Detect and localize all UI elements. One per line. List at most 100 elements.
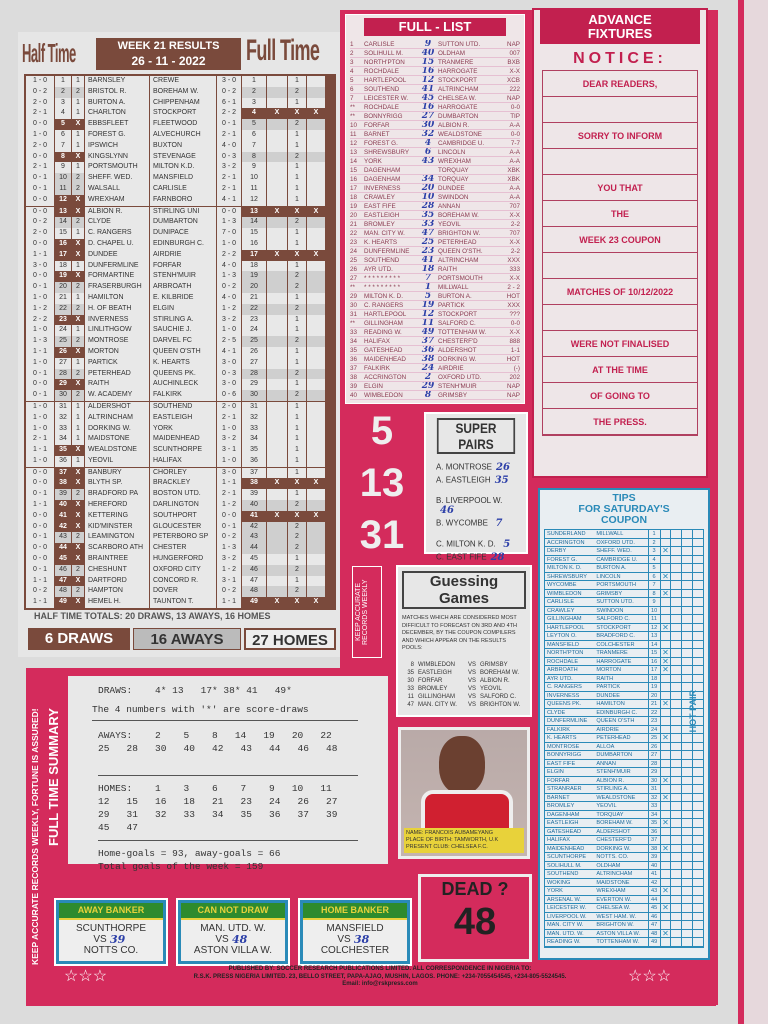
- empty-cell[interactable]: [659, 632, 671, 640]
- empty-cell[interactable]: [681, 878, 692, 886]
- empty-cell[interactable]: [670, 742, 681, 750]
- empty-cell[interactable]: [670, 759, 681, 767]
- empty-cell[interactable]: [670, 708, 681, 716]
- x-mark-icon[interactable]: [692, 547, 703, 555]
- empty-cell[interactable]: [692, 895, 703, 903]
- empty-cell[interactable]: [670, 538, 681, 546]
- empty-cell[interactable]: [681, 598, 692, 606]
- empty-cell[interactable]: [692, 836, 703, 844]
- x-mark-icon[interactable]: [670, 904, 681, 912]
- x-mark-icon[interactable]: [692, 649, 703, 657]
- x-mark-icon[interactable]: [670, 623, 681, 631]
- empty-cell[interactable]: [670, 564, 681, 572]
- empty-cell[interactable]: [659, 759, 671, 767]
- x-mark-icon[interactable]: [692, 666, 703, 674]
- empty-cell[interactable]: [681, 785, 692, 793]
- empty-cell[interactable]: [692, 878, 703, 886]
- empty-cell[interactable]: [681, 674, 692, 682]
- empty-cell[interactable]: [670, 802, 681, 810]
- x-mark-icon[interactable]: [681, 793, 692, 801]
- empty-cell[interactable]: [659, 725, 671, 733]
- empty-cell[interactable]: [659, 802, 671, 810]
- x-mark-icon[interactable]: [681, 657, 692, 665]
- x-mark-icon[interactable]: [681, 572, 692, 580]
- x-mark-icon[interactable]: [670, 589, 681, 597]
- x-mark-icon[interactable]: ✕: [659, 547, 671, 555]
- empty-cell[interactable]: [659, 708, 671, 716]
- empty-cell[interactable]: [692, 581, 703, 589]
- x-mark-icon[interactable]: [670, 700, 681, 708]
- empty-cell[interactable]: [670, 632, 681, 640]
- empty-cell[interactable]: [659, 598, 671, 606]
- empty-cell[interactable]: [692, 691, 703, 699]
- x-mark-icon[interactable]: ✕: [659, 623, 671, 631]
- empty-cell[interactable]: [692, 785, 703, 793]
- empty-cell[interactable]: [681, 768, 692, 776]
- empty-cell[interactable]: [659, 836, 671, 844]
- empty-cell[interactable]: [681, 895, 692, 903]
- x-mark-icon[interactable]: [692, 929, 703, 937]
- empty-cell[interactable]: [692, 674, 703, 682]
- empty-cell[interactable]: [659, 870, 671, 878]
- empty-cell[interactable]: [659, 691, 671, 699]
- x-mark-icon[interactable]: [670, 649, 681, 657]
- empty-cell[interactable]: [692, 564, 703, 572]
- x-mark-icon[interactable]: ✕: [659, 776, 671, 784]
- x-mark-icon[interactable]: [681, 666, 692, 674]
- empty-cell[interactable]: [659, 717, 671, 725]
- empty-cell[interactable]: [670, 725, 681, 733]
- empty-cell[interactable]: [659, 921, 671, 929]
- empty-cell[interactable]: [681, 759, 692, 767]
- empty-cell[interactable]: [681, 691, 692, 699]
- empty-cell[interactable]: [659, 810, 671, 818]
- empty-cell[interactable]: [681, 870, 692, 878]
- empty-cell[interactable]: [692, 827, 703, 835]
- empty-cell[interactable]: [692, 853, 703, 861]
- empty-cell[interactable]: [692, 802, 703, 810]
- empty-cell[interactable]: [681, 938, 692, 946]
- x-mark-icon[interactable]: [692, 844, 703, 852]
- empty-cell[interactable]: [670, 530, 681, 538]
- empty-cell[interactable]: [659, 768, 671, 776]
- empty-cell[interactable]: [681, 581, 692, 589]
- empty-cell[interactable]: [670, 640, 681, 648]
- empty-cell[interactable]: [692, 708, 703, 716]
- empty-cell[interactable]: [681, 751, 692, 759]
- empty-cell[interactable]: [681, 810, 692, 818]
- empty-cell[interactable]: [659, 912, 671, 920]
- x-mark-icon[interactable]: [692, 819, 703, 827]
- empty-cell[interactable]: [681, 861, 692, 869]
- x-mark-icon[interactable]: [692, 700, 703, 708]
- x-mark-icon[interactable]: [681, 929, 692, 937]
- empty-cell[interactable]: [681, 717, 692, 725]
- x-mark-icon[interactable]: [681, 589, 692, 597]
- empty-cell[interactable]: [670, 751, 681, 759]
- empty-cell[interactable]: [659, 640, 671, 648]
- x-mark-icon[interactable]: ✕: [659, 929, 671, 937]
- empty-cell[interactable]: [670, 785, 681, 793]
- empty-cell[interactable]: [670, 683, 681, 691]
- empty-cell[interactable]: [659, 878, 671, 886]
- empty-cell[interactable]: [681, 683, 692, 691]
- empty-cell[interactable]: [692, 759, 703, 767]
- empty-cell[interactable]: [670, 836, 681, 844]
- empty-cell[interactable]: [670, 895, 681, 903]
- x-mark-icon[interactable]: [670, 657, 681, 665]
- empty-cell[interactable]: [659, 530, 671, 538]
- empty-cell[interactable]: [681, 564, 692, 572]
- empty-cell[interactable]: [659, 861, 671, 869]
- empty-cell[interactable]: [692, 683, 703, 691]
- empty-cell[interactable]: [692, 530, 703, 538]
- empty-cell[interactable]: [681, 912, 692, 920]
- empty-cell[interactable]: [670, 674, 681, 682]
- empty-cell[interactable]: [692, 861, 703, 869]
- empty-cell[interactable]: [659, 581, 671, 589]
- x-mark-icon[interactable]: [670, 844, 681, 852]
- empty-cell[interactable]: [681, 827, 692, 835]
- x-mark-icon[interactable]: [692, 623, 703, 631]
- x-mark-icon[interactable]: ✕: [659, 844, 671, 852]
- empty-cell[interactable]: [692, 725, 703, 733]
- x-mark-icon[interactable]: [692, 572, 703, 580]
- x-mark-icon[interactable]: [670, 819, 681, 827]
- empty-cell[interactable]: [670, 921, 681, 929]
